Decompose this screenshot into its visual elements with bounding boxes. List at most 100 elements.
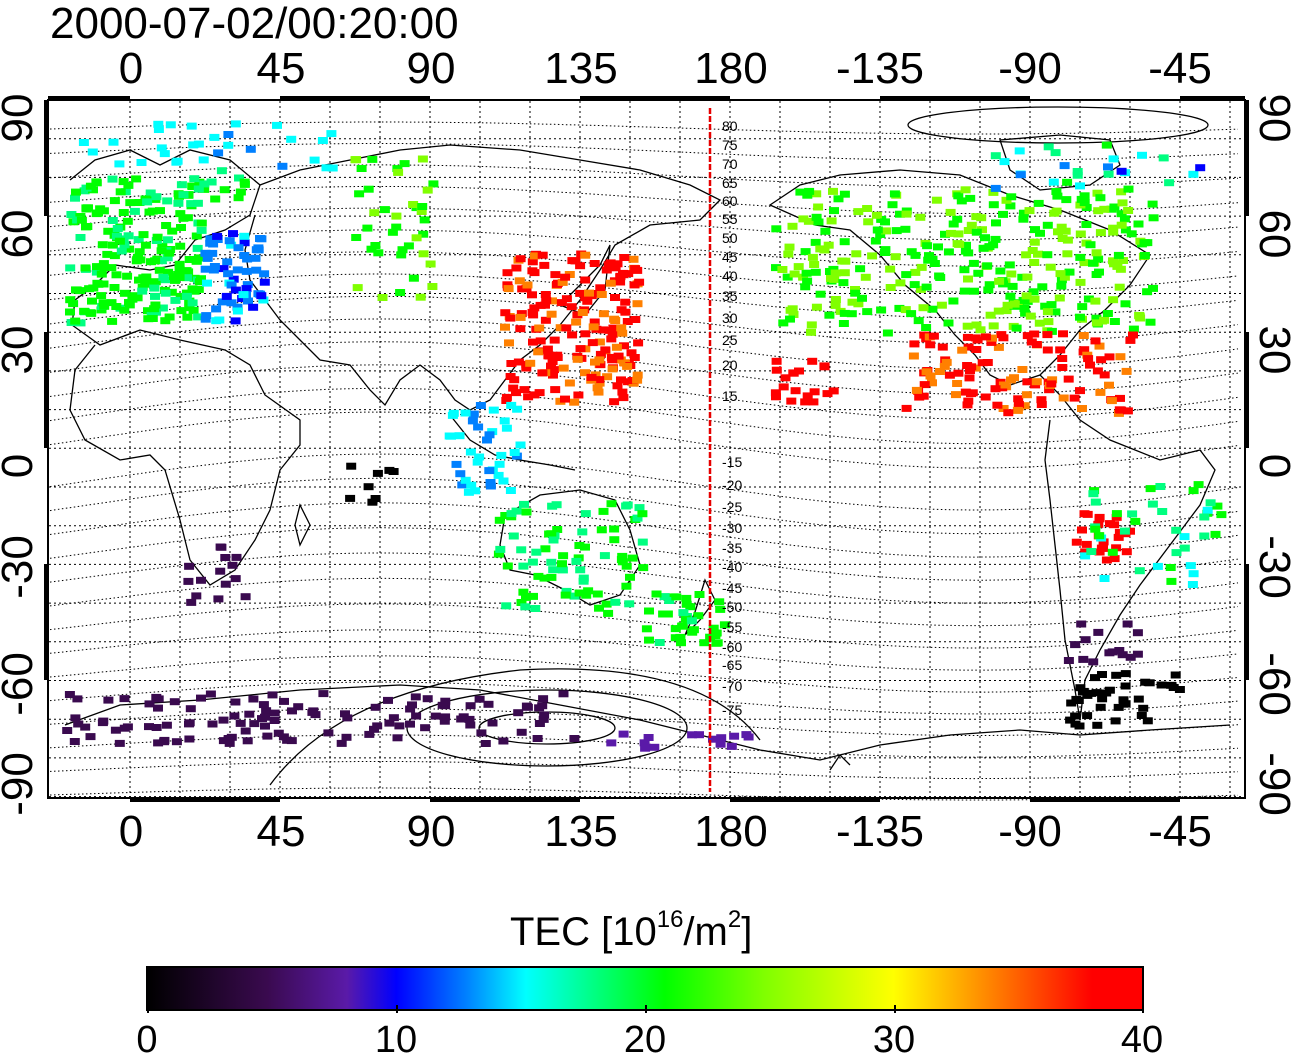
lon-label-top: 135 [544,44,618,93]
tec-cell [976,214,987,222]
tec-cell [1055,346,1066,354]
tec-cell [546,558,557,566]
contour-line [49,387,1239,445]
tec-cell [160,289,171,297]
tec-cell [708,624,719,632]
tec-cell [1091,249,1102,257]
tec-cell [929,260,940,267]
tec-cell [1108,155,1119,163]
tec-cell [107,317,118,325]
tec-cell [971,228,982,236]
tec-cell [346,462,357,470]
tec-cell [493,550,504,558]
tec-cell [555,324,566,332]
tec-cell [464,715,475,723]
tec-cell [977,226,987,234]
colorbar-tick-mark [645,1005,647,1013]
tec-cell [560,591,571,599]
tec-cell [102,250,113,258]
tec-cell [1030,226,1040,234]
tec-cell [466,481,477,489]
tec-cell [782,273,793,281]
tec-cell [952,380,963,387]
tec-cell [78,139,89,146]
tec-cell [1086,548,1097,555]
tec-cell [473,423,484,431]
tec-cell [593,388,604,396]
tec-cell [352,284,363,292]
tec-cell [196,576,206,584]
tec-cell [617,329,628,337]
tec-cell [573,391,584,399]
tec-cell [600,346,611,354]
tec-cell [1171,549,1182,557]
tec-cell [151,693,162,701]
tec-cell [161,721,172,729]
tec-cell [521,508,532,516]
tec-cell [1059,273,1070,281]
tec-cell [1158,154,1169,162]
tec-cell [396,251,407,259]
contour-label: 25 [722,332,738,348]
tec-cell [1119,215,1130,223]
tec-cell [539,261,550,269]
tec-cell [1075,253,1086,261]
tec-cell [1155,483,1166,490]
tec-cell [444,432,455,440]
contour-label: -70 [722,678,742,694]
tec-cell [1109,318,1120,325]
tec-cell [1116,210,1127,218]
tec-cell [107,175,118,183]
tec-cell [1113,533,1124,541]
contour-line [49,453,1239,511]
tec-cell [516,310,527,318]
tec-cell [771,357,782,365]
tec-cell [118,178,129,186]
tec-cell [207,249,218,257]
tec-cell [1111,510,1122,518]
tec-cell [1079,510,1090,518]
tec-cell [810,238,821,246]
contour-line [49,251,1239,293]
tec-cell [523,393,534,401]
tec-cell [541,297,552,305]
tec-cell [1145,318,1156,326]
tec-cell [546,362,556,370]
tec-cell [518,562,529,570]
tec-cell [519,500,529,508]
tec-cell [1096,356,1107,364]
tec-cell [223,131,234,138]
tec-cell [1029,259,1040,266]
tec-cell [122,217,133,225]
contour-line [49,629,1239,671]
tec-cell [193,313,204,321]
tec-cell [617,558,628,566]
tec-cell [1104,381,1114,389]
contour-line [49,364,1239,420]
tec-cell [80,723,91,731]
tec-cell [1081,204,1092,211]
tec-cell [153,126,164,133]
tec-cell [1070,641,1081,649]
tec-cell [208,266,219,274]
contour-label: 30 [722,310,738,326]
tec-cell [1139,252,1150,259]
tec-cell [633,339,644,347]
tec-cell [826,217,837,225]
tec-cell [474,695,485,703]
tec-cell [822,390,833,398]
tec-cell [71,286,81,294]
tec-cell [485,479,496,486]
tec-cell [515,255,526,263]
tec-cell [577,309,588,316]
colorbar-tick-label: 20 [623,1019,667,1061]
tec-cell [87,148,98,156]
tec-cell [1082,712,1093,720]
tec-cell [1035,229,1045,237]
tec-cell [1057,355,1068,362]
tec-cell [1115,265,1126,273]
tec-cell [91,178,102,186]
tec-cell [150,257,161,265]
tec-cell [809,261,820,268]
tec-cell [1080,636,1091,644]
